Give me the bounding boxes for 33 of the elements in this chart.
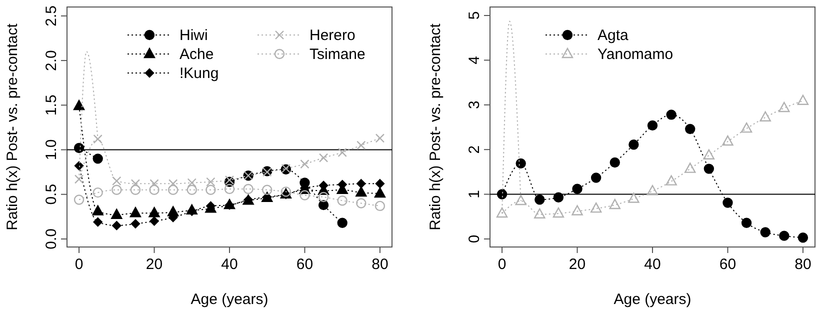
y-tick-label: 2 [466,145,483,154]
legend-label: Agta [598,27,630,44]
x-tick-label: 80 [372,256,388,273]
y-tick-label: 1.5 [43,94,60,116]
y-tick-label: 0.5 [43,184,60,205]
x-tick-label: 0 [498,256,506,273]
y-tick-label: 0 [466,234,483,244]
y-tick-label: 2.0 [43,50,60,71]
x-tick-label: 20 [146,256,163,273]
y-tick-label: 1 [466,190,483,198]
x-axis-title: Age (years) [190,291,268,308]
y-tick-label: 1.0 [43,139,60,160]
y-tick-label: 5 [466,11,483,20]
legend-label: Hiwi [180,27,208,44]
x-tick-label: 20 [568,256,586,273]
legend-label: Herero [310,27,356,44]
legend-label: Yanomamo [598,46,674,63]
x-tick-label: 60 [719,256,736,273]
legend-label: Tsimane [310,46,366,63]
y-tick-label: 0.0 [43,228,60,250]
x-tick-label: 40 [221,256,238,273]
x-axis-title: Age (years) [614,291,692,308]
x-tick-label: 0 [74,256,84,273]
y-axis-title: Ratio h(x) Post- vs. pre-contact [4,22,21,230]
x-tick-label: 40 [644,256,661,273]
y-axis-title: Ratio h(x) Post- vs. pre-contact [427,22,444,230]
y-tick-label: 3 [466,100,483,110]
x-tick-label: 60 [296,256,314,273]
legend-label: Ache [180,46,214,63]
y-tick-label: 4 [466,56,483,64]
legend-label: !Kung [180,65,219,82]
y-tick-label: 2.5 [43,5,60,26]
x-tick-label: 80 [794,256,812,273]
